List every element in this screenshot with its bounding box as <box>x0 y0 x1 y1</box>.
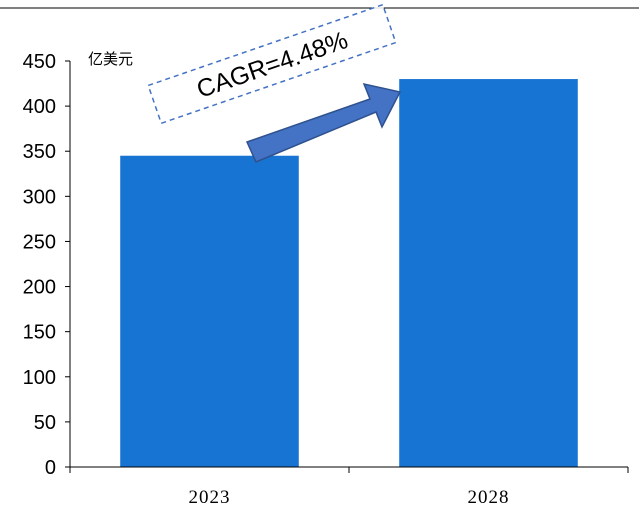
y-axis: 0 50 100 150 200 250 300 350 400 450 <box>23 51 71 479</box>
x-tick-label: 2023 <box>189 487 231 508</box>
x-tick-label: 2028 <box>468 487 510 508</box>
x-axis: 2023 2028 <box>69 466 629 508</box>
y-tick-label: 250 <box>23 231 56 253</box>
cagr-arrow <box>245 82 402 163</box>
bar-2023 <box>120 155 299 467</box>
y-tick-label: 150 <box>23 322 56 344</box>
bars-group <box>120 79 578 468</box>
y-tick-label: 350 <box>23 141 56 163</box>
y-tick-label: 200 <box>23 277 56 299</box>
y-tick-label: 300 <box>23 186 56 208</box>
y-tick-label: 400 <box>23 96 56 118</box>
y-tick-label: 50 <box>34 412 56 434</box>
y-tick-label: 0 <box>45 457 56 479</box>
cagr-box <box>147 3 397 125</box>
cagr-annotation: CAGR=4.48% <box>147 3 402 163</box>
y-tick-label: 450 <box>23 51 56 73</box>
y-tick-label: 100 <box>23 367 56 389</box>
bar-2028 <box>399 79 578 468</box>
unit-label: 亿美元 <box>88 50 133 68</box>
